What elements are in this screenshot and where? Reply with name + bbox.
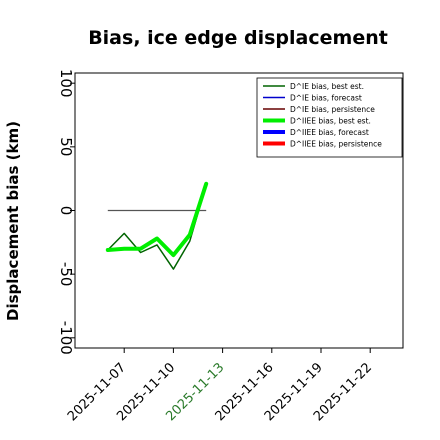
legend-label: D^IIEE bias, best est.: [290, 117, 371, 126]
y-tick-label: 50: [57, 137, 75, 156]
legend-label: D^IE bias, best est.: [290, 82, 364, 91]
y-tick-label: 100: [57, 69, 75, 98]
legend-label: D^IE bias, forecast: [290, 94, 362, 103]
series-line-0: [107, 184, 207, 270]
y-ticks: 100 50 0 -50 -100: [57, 69, 75, 355]
y-tick-label: -100: [57, 321, 75, 355]
series-line-3: [105, 181, 209, 258]
legend-label: D^IIEE bias, persistence: [290, 140, 382, 149]
y-tick-label: 0: [57, 206, 75, 216]
chart-title: Bias, ice edge displacement: [88, 27, 388, 49]
legend-label: D^IIEE bias, forecast: [290, 128, 369, 137]
plot-frame: [74, 72, 404, 349]
legend: D^IE bias, best est. D^IE bias, forecast D…: [256, 77, 403, 158]
y-tick-label: -50: [57, 262, 75, 287]
y-axis-label: Displacement bias (km): [4, 121, 22, 321]
x-ticks: 2025-11-072025-11-102025-11-132025-11-16…: [65, 348, 375, 424]
legend-label: D^IE bias, persistence: [290, 105, 375, 114]
plot-area: [105, 181, 209, 270]
